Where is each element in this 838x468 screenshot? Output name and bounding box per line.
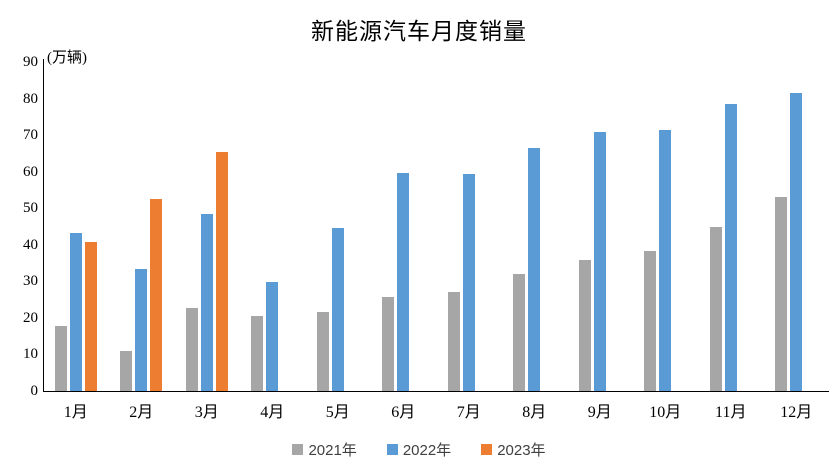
bar-2021年-12月	[775, 196, 788, 391]
bar-2023年-3月	[215, 152, 228, 391]
bar-2021年-9月	[578, 260, 591, 391]
x-axis-label: 2月	[129, 404, 154, 421]
bar-2021年-8月	[513, 273, 526, 391]
bar-2021年-11月	[709, 226, 722, 391]
legend-item: 2023年	[481, 439, 546, 460]
x-axis-line	[43, 391, 829, 392]
bar-2022年-7月	[462, 174, 475, 391]
legend-label: 2022年	[402, 441, 452, 459]
bar-2022年-8月	[528, 147, 541, 391]
legend-label: 2023年	[497, 441, 546, 459]
y-axis-tick-label: 70	[23, 127, 38, 144]
x-axis-label: 1月	[63, 404, 88, 421]
bar-2022年-3月	[200, 214, 213, 391]
y-axis-tick-label: 60	[23, 163, 38, 180]
y-axis-unit-label: (万辆)	[47, 50, 87, 66]
bar-2023年-2月	[150, 199, 163, 391]
legend-item: 2021年	[292, 439, 357, 460]
bar-2023年-1月	[84, 241, 97, 391]
x-axis-label: 7月	[456, 404, 481, 421]
bar-2021年-1月	[54, 325, 67, 391]
chart-title: 新能源汽车月度销量	[311, 19, 527, 44]
y-axis-tick-label: 20	[23, 309, 38, 326]
legend-label: 2021年	[308, 441, 357, 459]
legend-swatch-icon	[292, 443, 304, 455]
bar-2022年-9月	[593, 132, 606, 391]
legend: 2021年 2022年 2023年	[0, 438, 838, 460]
y-axis-line	[43, 59, 44, 391]
bar-2022年-1月	[69, 233, 82, 391]
y-axis-tick-label: 0	[30, 383, 39, 399]
legend-swatch-icon	[386, 443, 398, 455]
bar-2022年-11月	[724, 103, 737, 391]
bar-2022年-2月	[135, 268, 148, 391]
x-axis-label: 4月	[260, 404, 285, 421]
bar-2021年-2月	[120, 350, 133, 391]
bar-2021年-7月	[447, 291, 460, 391]
bar-2022年-5月	[331, 227, 344, 391]
x-axis-label: 10月	[649, 404, 682, 421]
y-axis-tick-label: 40	[23, 236, 38, 253]
legend-swatch-icon	[481, 443, 493, 455]
bar-2022年-10月	[659, 129, 672, 391]
x-axis-label: 9月	[587, 404, 612, 421]
y-axis-tick-label: 80	[23, 90, 38, 107]
x-axis-label: 11月	[715, 404, 747, 421]
y-axis-tick-label: 30	[23, 273, 38, 290]
bar-2021年-4月	[251, 315, 264, 391]
bar-2022年-12月	[790, 93, 803, 391]
bar-2021年-3月	[185, 308, 198, 391]
y-axis-tick-label: 90	[23, 54, 38, 70]
bar-2022年-4月	[266, 281, 279, 391]
x-axis-label: 8月	[522, 404, 547, 421]
x-axis-label: 5月	[325, 404, 350, 421]
legend-item: 2022年	[386, 439, 452, 460]
x-axis-label: 3月	[194, 404, 219, 421]
bar-2021年-6月	[382, 297, 395, 391]
x-axis-label: 6月	[391, 404, 416, 421]
y-axis-tick-label: 10	[23, 346, 38, 363]
bar-2021年-5月	[316, 311, 329, 391]
x-axis-label: 12月	[780, 404, 813, 421]
bar-2021年-10月	[644, 250, 657, 391]
y-axis-tick-label: 50	[23, 200, 38, 217]
bar-2022年-6月	[397, 173, 410, 391]
